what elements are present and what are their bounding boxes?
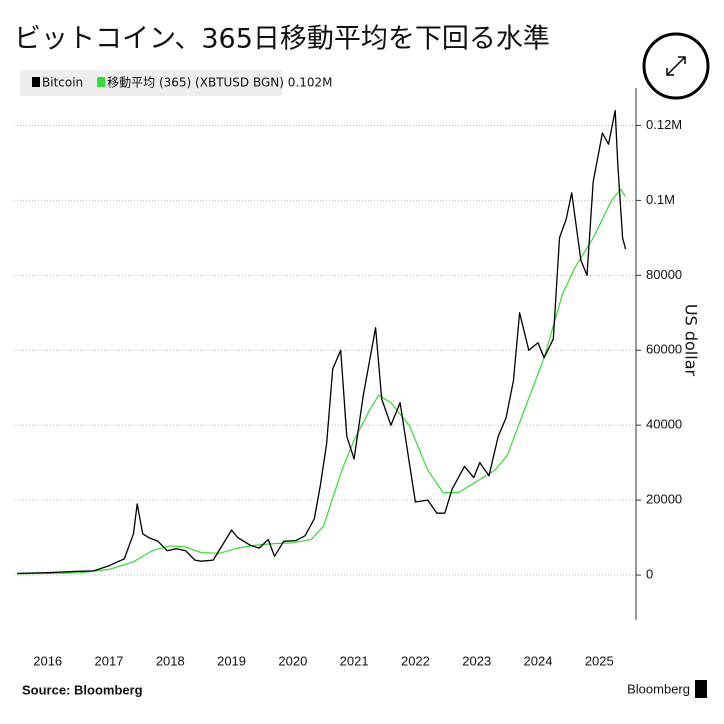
x-tick-label: 2023 [462, 653, 491, 668]
legend-swatch [32, 77, 40, 87]
source: Source: Bloomberg [22, 682, 143, 697]
x-tick-label: 2020 [278, 653, 307, 668]
x-tick-label: 2024 [524, 653, 553, 668]
y-tick-label: 0 [646, 566, 653, 581]
x-tick-label: 2025 [585, 653, 614, 668]
expand-icon[interactable] [666, 56, 686, 76]
line-series [17, 188, 627, 575]
y-tick-label: 20000 [646, 492, 682, 507]
y-tick-label: 0.12M [646, 117, 682, 132]
expand-button[interactable] [642, 32, 710, 100]
x-tick-label: 2019 [217, 653, 246, 668]
y-tick-label: 40000 [646, 417, 682, 432]
x-tick-label: 2016 [33, 653, 62, 668]
legend-box [20, 70, 282, 96]
brand-icon [695, 680, 707, 698]
y-tick-label: 60000 [646, 342, 682, 357]
x-tick-label: 2017 [95, 653, 124, 668]
legend-label: 移動平均 (365) (XBTUSD BGN) 0.102M [107, 76, 332, 90]
y-axis-label: US dollar [682, 304, 701, 377]
x-tick-label: 2018 [156, 653, 185, 668]
y-tick-label: 0.1M [646, 192, 675, 207]
line-series [17, 109, 627, 575]
x-tick-label: 2021 [340, 653, 369, 668]
legend-swatch [97, 77, 106, 87]
brand-logo: Bloomberg [627, 681, 690, 696]
legend-label: Bitcoin [42, 76, 83, 90]
y-tick-label: 80000 [646, 267, 682, 282]
chart-title: ビットコイン、365日移動平均を下回る水準 [14, 24, 550, 55]
x-tick-label: 2022 [401, 653, 430, 668]
